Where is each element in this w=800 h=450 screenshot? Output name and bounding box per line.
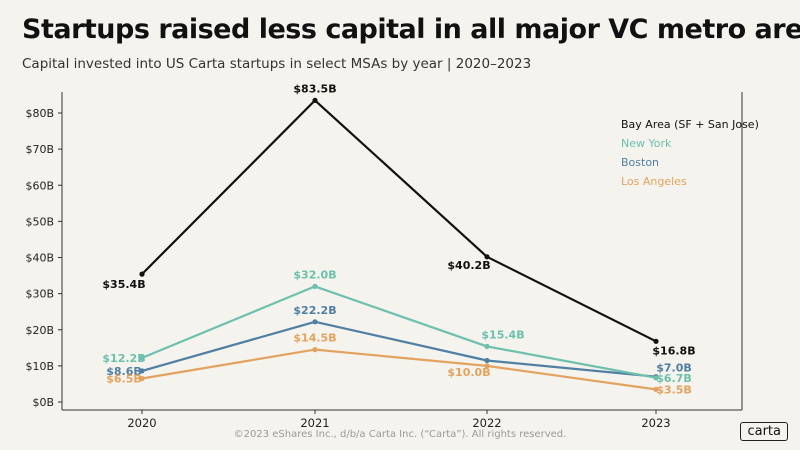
y-tick-label: $30B [25, 288, 54, 301]
x-tick-label: 2021 [300, 416, 329, 430]
data-label: $16.8B [652, 344, 695, 357]
y-tick-label: $40B [25, 252, 54, 265]
data-point [139, 271, 145, 277]
y-tick-label: $10B [25, 360, 54, 373]
y-tick-label: $80B [25, 107, 54, 120]
legend-entry: New York [621, 137, 672, 150]
copyright-notice: ©2023 eShares Inc., d/b/a Carta Inc. (“C… [233, 429, 567, 440]
data-point [484, 254, 490, 260]
data-label: $83.5B [293, 82, 336, 95]
data-point [312, 283, 318, 289]
data-label: $22.2B [293, 304, 336, 317]
data-point [312, 347, 318, 353]
data-point [139, 375, 145, 382]
x-tick-label: 2022 [472, 416, 501, 430]
data-label: $14.5B [293, 332, 336, 345]
data-label: $35.4B [102, 278, 145, 291]
x-tick-label: 2020 [127, 416, 156, 430]
legend-entry: Los Angeles [621, 175, 687, 188]
data-point [653, 386, 659, 392]
chart-subtitle: Capital invested into US Carta startups … [22, 56, 532, 72]
data-point [484, 363, 490, 369]
data-point [139, 368, 145, 374]
y-tick-label: $50B [25, 215, 54, 228]
data-label: $12.2B [102, 352, 145, 365]
data-label: $7.0B [656, 362, 692, 375]
data-label: $3.5B [656, 383, 692, 396]
legend-entry: Bay Area (SF + San Jose) [621, 118, 759, 131]
y-tick-label: $20B [25, 324, 54, 337]
data-label: $15.4B [481, 328, 524, 341]
carta-logo: carta [740, 422, 788, 441]
x-tick-label: 2023 [641, 416, 670, 430]
data-label: $6.7B [656, 372, 692, 385]
y-tick-label: $60B [25, 179, 54, 192]
series-line-los-angeles [141, 348, 657, 391]
data-label: $32.0B [293, 268, 336, 281]
data-label: $8.6B [106, 365, 142, 378]
data-point [484, 357, 490, 364]
data-point [484, 343, 490, 349]
series-line-new-york [141, 285, 657, 379]
data-label: $40.2B [447, 259, 490, 272]
series-line-bay-area-sf-san-jose [141, 99, 657, 343]
legend-entry: Boston [621, 156, 659, 169]
series-line-boston [141, 320, 657, 378]
data-label: $6.5B [106, 373, 142, 386]
data-point [139, 355, 145, 361]
chart-title: Startups raised less capital in all majo… [22, 14, 800, 45]
data-point [653, 338, 659, 344]
data-point [312, 319, 318, 325]
data-label: $10.0B [447, 366, 490, 379]
data-point [653, 375, 659, 381]
data-point [312, 97, 318, 103]
y-tick-label: $70B [25, 143, 54, 156]
y-tick-label: $0B [32, 396, 54, 409]
